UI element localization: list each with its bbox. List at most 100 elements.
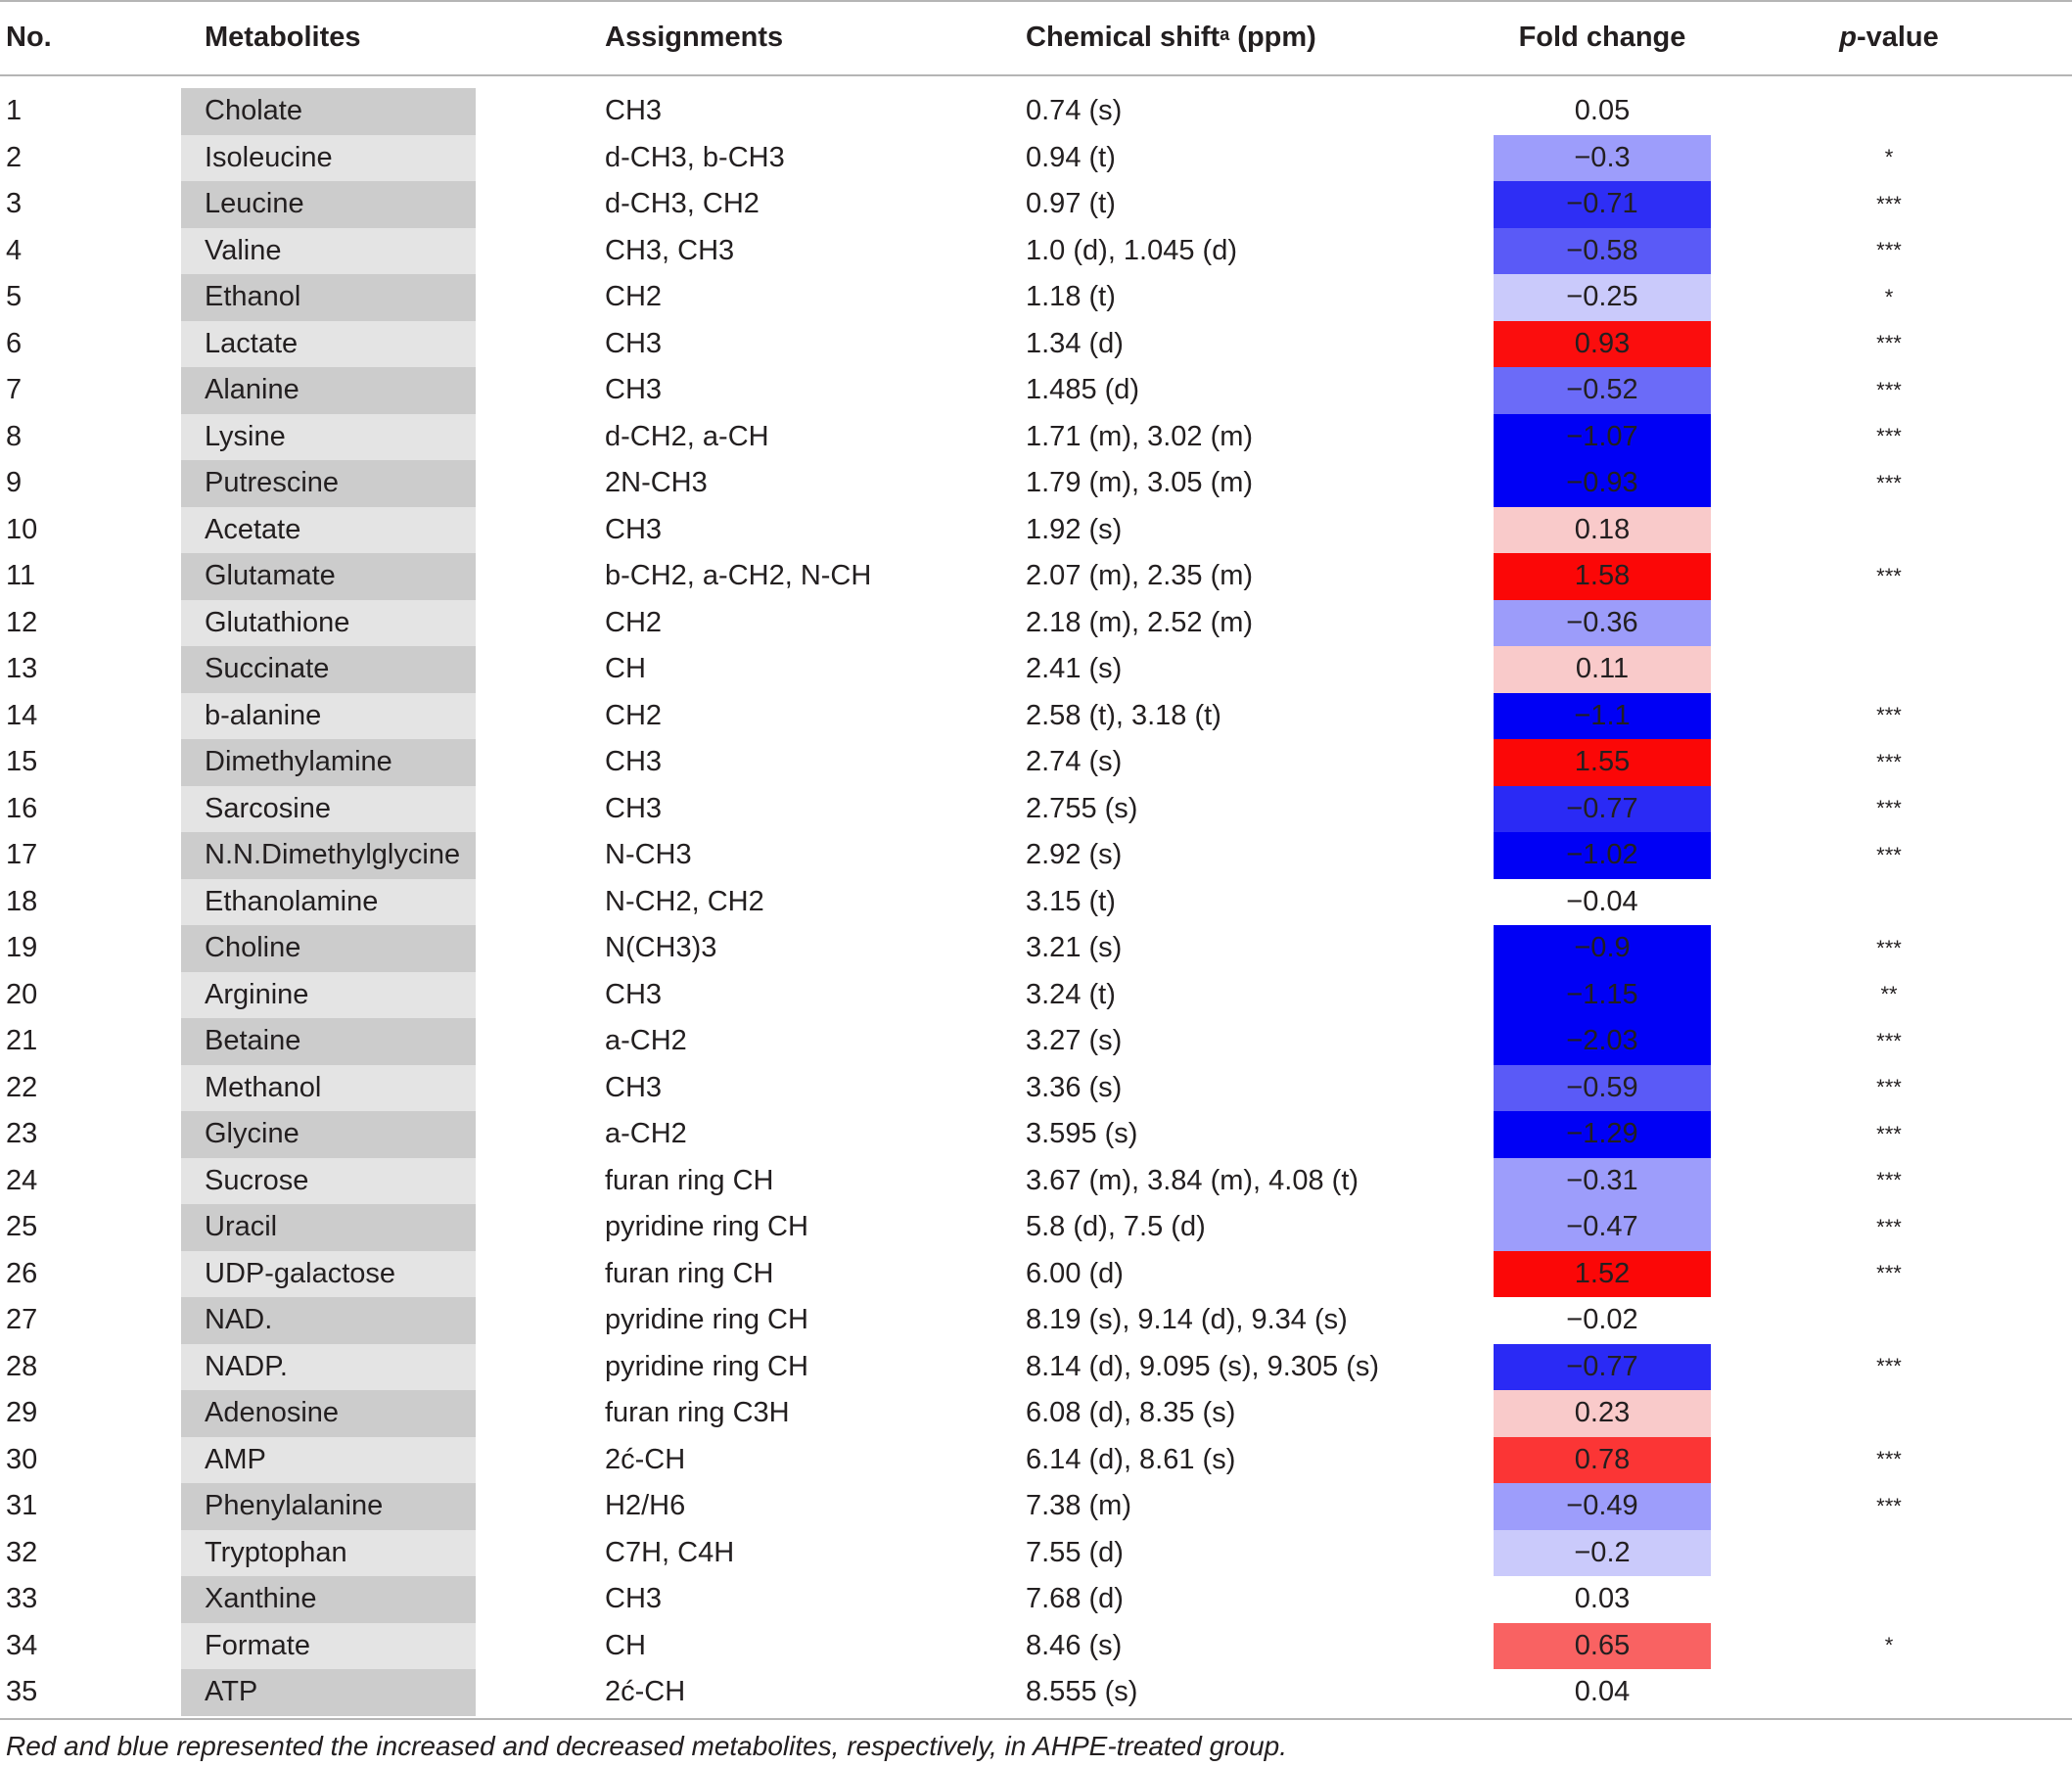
chemical-shift: 2.58 (t), 3.18 (t) [1026, 699, 1221, 731]
chemical-shift: 0.97 (t) [1026, 188, 1116, 220]
assignment: N(CH3)3 [605, 932, 717, 964]
metabolite-name: Succinate [181, 646, 476, 693]
header-p-value: p -value [1791, 0, 1987, 74]
metabolite-name: Tryptophan [181, 1529, 476, 1576]
fold-change-value: −1.07 [1494, 413, 1711, 460]
assignment: CH3 [605, 1071, 663, 1103]
row-number: 32 [6, 1536, 38, 1568]
fold-change-value: −0.49 [1494, 1483, 1711, 1530]
chemical-shift: 8.555 (s) [1026, 1676, 1138, 1708]
metabolite-name: Uracil [181, 1204, 476, 1251]
fold-change-value: −2.03 [1494, 1018, 1711, 1065]
chemical-shift: 3.36 (s) [1026, 1071, 1123, 1103]
assignment: 2N-CH3 [605, 467, 708, 499]
chemical-shift: 1.71 (m), 3.02 (m) [1026, 420, 1254, 452]
table-row: 35 ATP 2ć-CH 8.555 (s) 0.04 [0, 1669, 2072, 1716]
p-value-stars: *** [1876, 1214, 1902, 1239]
p-value-stars: * [1884, 1633, 1894, 1658]
metabolite-name: Arginine [181, 971, 476, 1018]
fold-change-value: 0.23 [1494, 1390, 1711, 1437]
chemical-shift: 3.24 (t) [1026, 978, 1116, 1010]
header-fold-change-label: Fold change [1518, 21, 1686, 53]
table-row: 15 Dimethylamine CH3 2.74 (s) 1.55 *** [0, 739, 2072, 786]
chemical-shift: 3.27 (s) [1026, 1025, 1123, 1057]
fold-change-value: −0.77 [1494, 785, 1711, 832]
table-row: 22 Methanol CH3 3.36 (s) −0.59 *** [0, 1064, 2072, 1111]
fold-change-value: −1.02 [1494, 832, 1711, 879]
assignment: furan ring CH [605, 1257, 774, 1289]
p-value-stars: *** [1876, 377, 1902, 402]
fold-change-value: −0.93 [1494, 460, 1711, 507]
p-value-stars: * [1884, 284, 1894, 309]
fold-change-value: −1.15 [1494, 971, 1711, 1018]
fold-change-value: −0.71 [1494, 181, 1711, 228]
chemical-shift: 2.755 (s) [1026, 792, 1138, 824]
row-number: 14 [6, 699, 38, 731]
table-row: 3 Leucine d-CH3, CH2 0.97 (t) −0.71 *** [0, 181, 2072, 228]
row-number: 21 [6, 1025, 38, 1057]
table-body: 1 Cholate CH3 0.74 (s) 0.05 2 Isoleucine d-CH3,… [0, 88, 2072, 1716]
assignment: a-CH2 [605, 1025, 687, 1057]
metabolite-name: Betaine [181, 1018, 476, 1065]
assignment: a-CH2 [605, 1118, 687, 1150]
row-number: 24 [6, 1164, 38, 1196]
p-value-stars: * [1884, 145, 1894, 170]
assignment: pyridine ring CH [605, 1350, 808, 1382]
chemical-shift: 1.485 (d) [1026, 374, 1140, 406]
fold-change-value: 0.04 [1494, 1669, 1711, 1716]
assignment: pyridine ring CH [605, 1211, 808, 1243]
fold-change-value: −0.59 [1494, 1064, 1711, 1111]
table-row: 30 AMP 2ć-CH 6.14 (d), 8.61 (s) 0.78 *** [0, 1436, 2072, 1483]
chemical-shift: 7.68 (d) [1026, 1583, 1124, 1615]
table-row: 18 Ethanolamine N-CH2, CH2 3.15 (t) −0.04 [0, 878, 2072, 925]
p-value-stars: *** [1876, 191, 1902, 216]
row-number: 8 [6, 420, 23, 452]
header-fold-change: Fold change [1494, 0, 1711, 74]
assignment: N-CH2, CH2 [605, 885, 764, 917]
table-row: 27 NAD. pyridine ring CH 8.19 (s), 9.14 (d)… [0, 1297, 2072, 1344]
chemical-shift: 3.21 (s) [1026, 932, 1123, 964]
table-caption: Red and blue represented the increased a… [6, 1731, 1287, 1761]
assignment: CH3 [605, 327, 663, 359]
table-top-rule [0, 0, 2072, 2]
p-value-stars: *** [1876, 1168, 1902, 1193]
assignment: d-CH2, a-CH [605, 420, 769, 452]
metabolite-name: Cholate [181, 88, 476, 135]
assignment: CH [605, 653, 646, 685]
table-row: 13 Succinate CH 2.41 (s) 0.11 [0, 646, 2072, 693]
fold-change-value: 1.55 [1494, 739, 1711, 786]
assignment: CH3 [605, 95, 663, 127]
row-number: 3 [6, 188, 23, 220]
row-number: 34 [6, 1629, 38, 1661]
table-row: 34 Formate CH 8.46 (s) 0.65 * [0, 1622, 2072, 1669]
table-row: 9 Putrescine 2N-CH3 1.79 (m), 3.05 (m) −0.93… [0, 460, 2072, 507]
header-assignments-label: Assignments [605, 21, 784, 53]
p-value-stars: *** [1876, 563, 1902, 588]
chemical-shift: 3.15 (t) [1026, 885, 1116, 917]
fold-change-value: −0.31 [1494, 1157, 1711, 1204]
assignment: 2ć-CH [605, 1676, 686, 1708]
metabolite-name: Adenosine [181, 1390, 476, 1437]
row-number: 22 [6, 1071, 38, 1103]
header-p-italic: p [1839, 21, 1857, 53]
p-value-stars: *** [1876, 1028, 1902, 1053]
metabolite-name: Choline [181, 925, 476, 972]
assignment: furan ring CH [605, 1164, 774, 1196]
assignment: CH3 [605, 513, 663, 545]
row-number: 9 [6, 467, 23, 499]
chemical-shift: 1.92 (s) [1026, 513, 1123, 545]
table-row: 4 Valine CH3, CH3 1.0 (d), 1.045 (d) −0.58 **… [0, 227, 2072, 274]
assignment: 2ć-CH [605, 1443, 686, 1475]
assignment: N-CH3 [605, 839, 692, 871]
header-metabolites-label: Metabolites [205, 21, 361, 53]
table-row: 28 NADP. pyridine ring CH 8.14 (d), 9.095 (… [0, 1343, 2072, 1390]
metabolite-name: Valine [181, 227, 476, 274]
p-value-stars: *** [1876, 470, 1902, 495]
p-value-stars [1791, 1669, 1987, 1716]
table-row: 14 b-alanine CH2 2.58 (t), 3.18 (t) −1.1 *** [0, 692, 2072, 739]
row-number: 23 [6, 1118, 38, 1150]
row-number: 6 [6, 327, 23, 359]
fold-change-value: −0.47 [1494, 1204, 1711, 1251]
header-shift-footnote: a [1220, 23, 1230, 44]
row-number: 25 [6, 1211, 38, 1243]
